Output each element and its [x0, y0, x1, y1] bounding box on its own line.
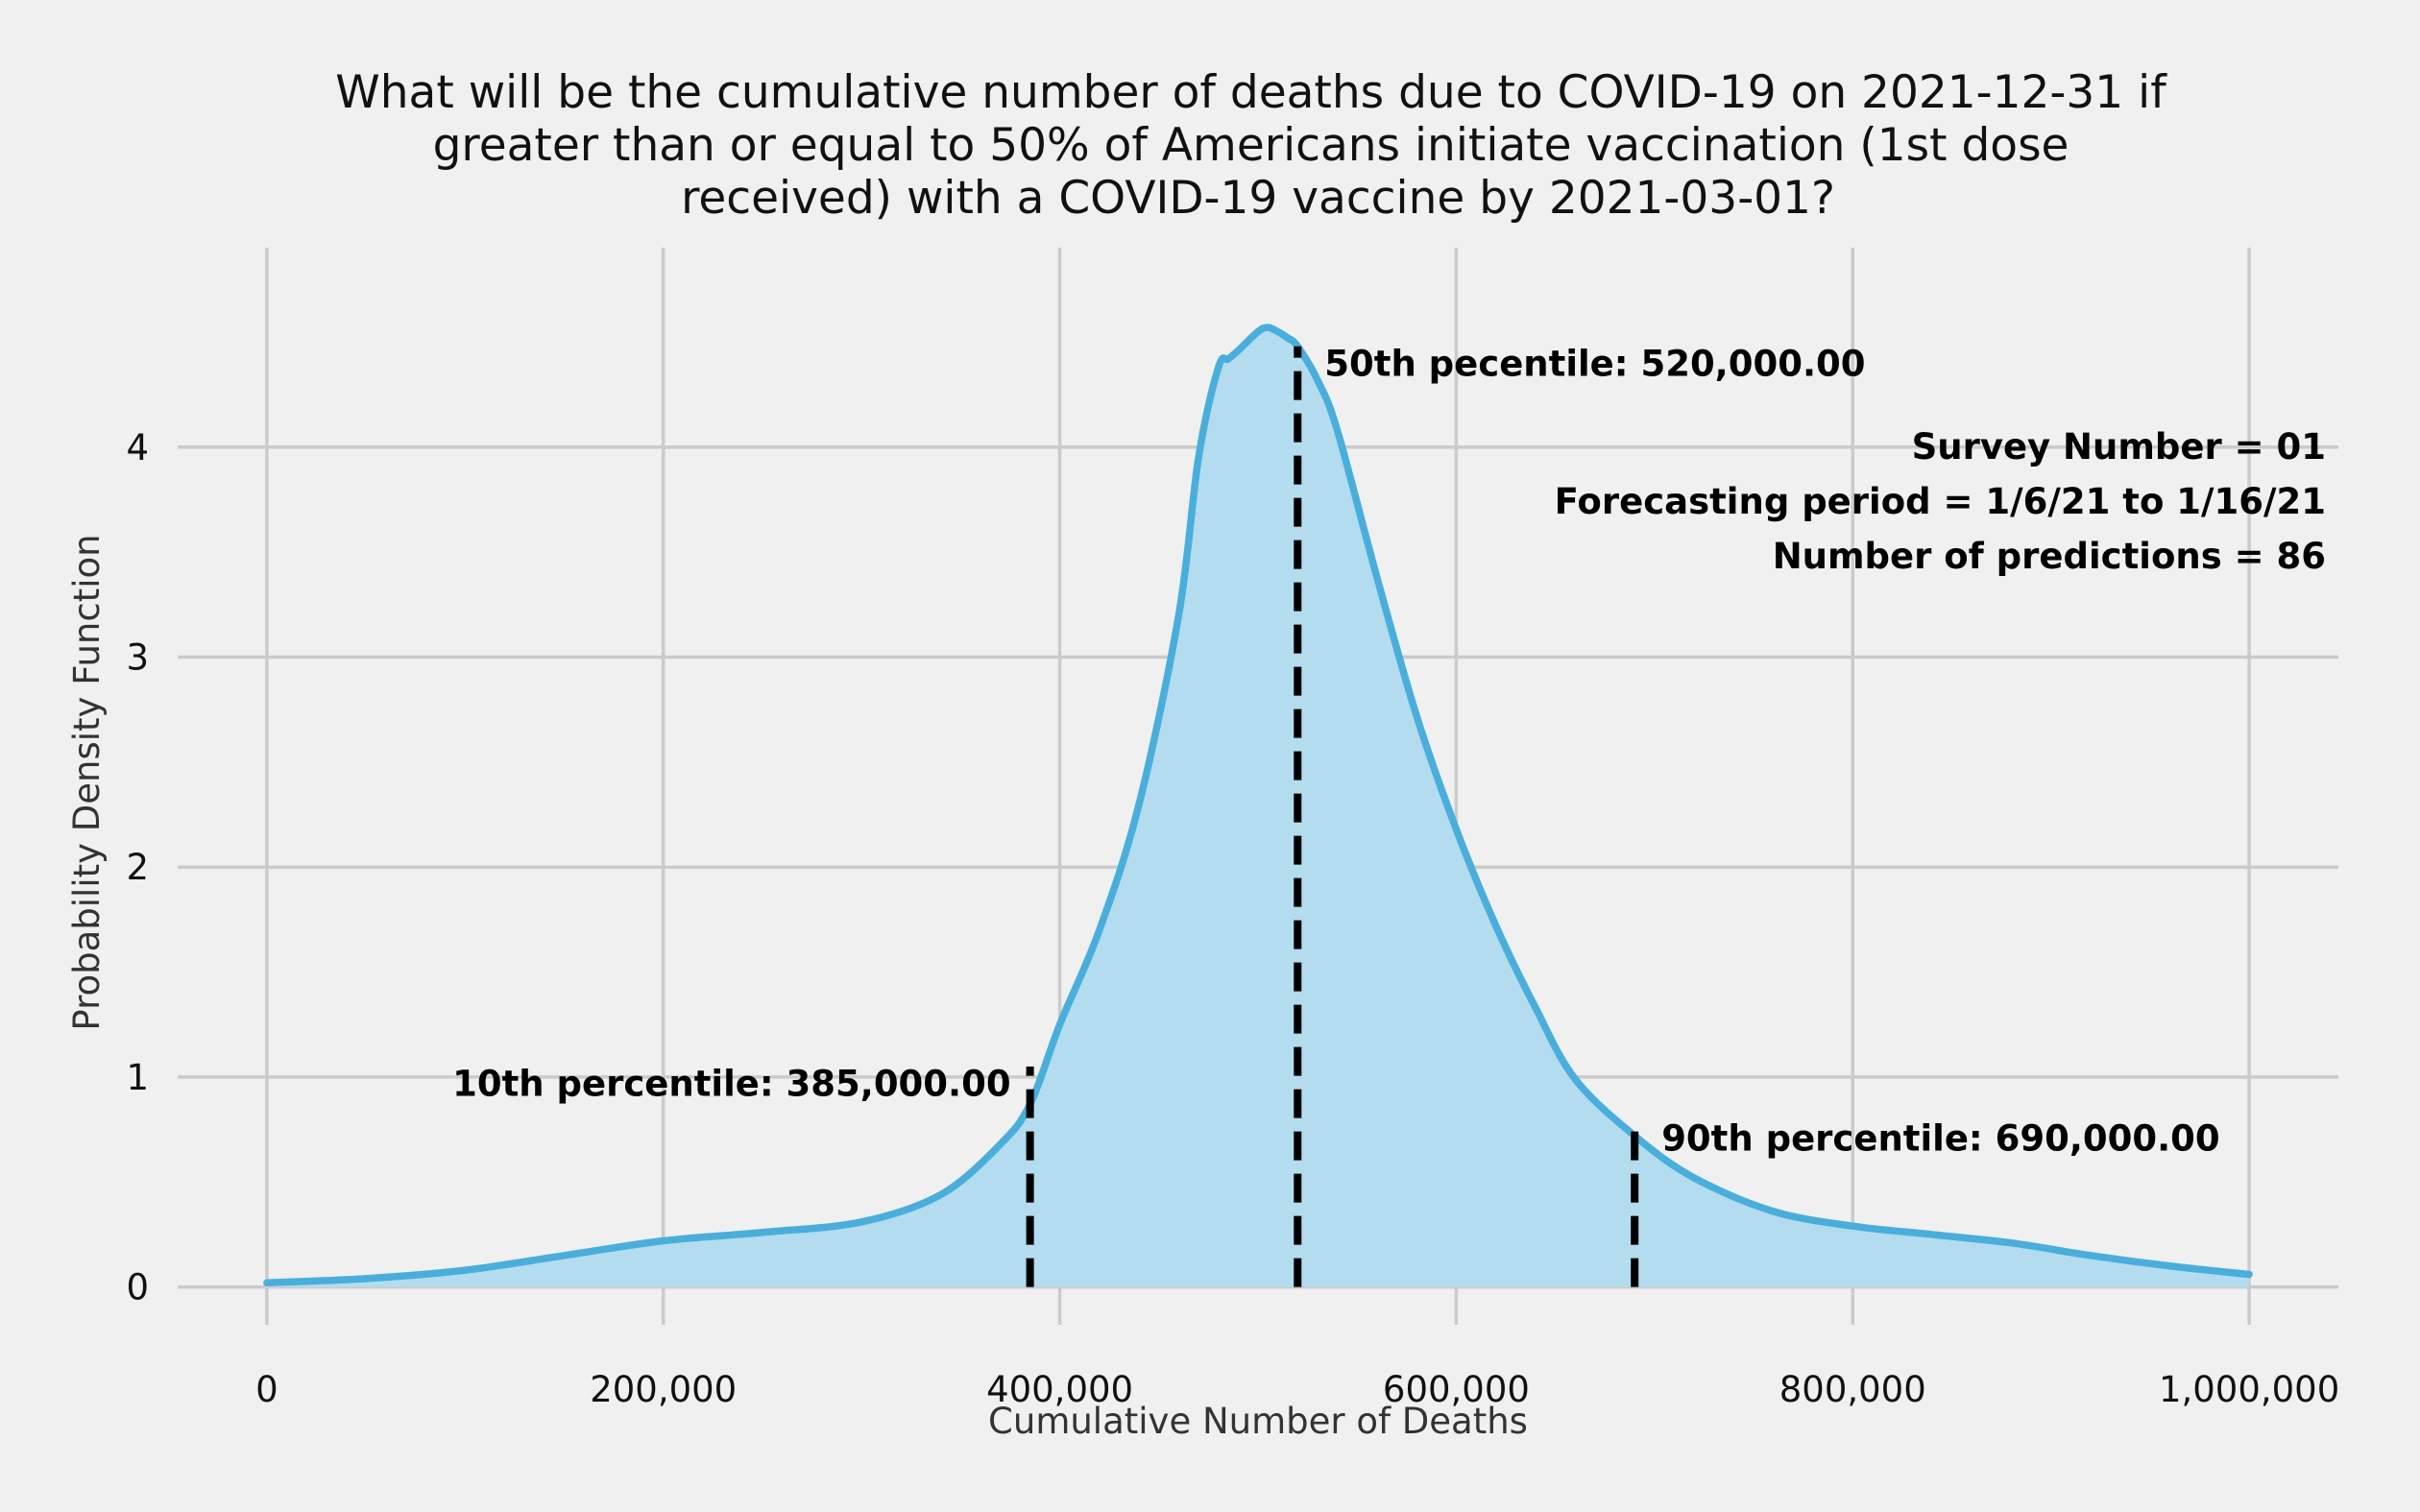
info-number-of-predictions: Number of predictions = 86	[1773, 536, 2326, 577]
percentile-label: 90th percentile: 690,000.00	[1661, 1117, 2219, 1159]
y-tick-label: 2	[126, 847, 149, 888]
info-forecasting-period: Forecasting period = 1/6/21 to 1/16/21	[1555, 481, 2326, 522]
x-tick-label: 600,000	[1383, 1369, 1530, 1410]
chart-title: What will be the cumulative number of de…	[335, 66, 2180, 225]
x-tick-label: 200,000	[590, 1369, 737, 1410]
y-tick-label: 1	[126, 1057, 149, 1098]
chart-title-line-1: What will be the cumulative number of de…	[335, 66, 2167, 119]
x-tick-label: 800,000	[1779, 1369, 1926, 1410]
y-tick-label: 0	[126, 1267, 149, 1308]
annotations-group: 10th percentile: 385,000.00 50th pecentil…	[452, 343, 2220, 1159]
y-tick-label: 4	[126, 427, 149, 468]
tick-labels-group: 0 200,000 400,000 600,000 800,000 1,000,000 0 1…	[126, 427, 2339, 1410]
y-axis-title: Probability Density Function	[66, 534, 108, 1030]
chart-title-line-3: received) with a COVID-19 vaccine by 202…	[681, 172, 1835, 225]
density-area-fill	[266, 327, 2250, 1287]
percentile-lines-group	[1026, 346, 1639, 1287]
density-area-group	[263, 324, 2253, 1287]
percentile-label: 10th percentile: 385,000.00	[452, 1063, 1011, 1104]
x-tick-label: 0	[255, 1369, 278, 1410]
x-axis-title: Cumulative Number of Deaths	[988, 1401, 1528, 1442]
percentile-label: 50th pecentile: 520,000.00	[1324, 343, 1865, 384]
density-curve	[263, 324, 2253, 1287]
x-tick-label: 400,000	[986, 1369, 1133, 1410]
y-tick-label: 3	[126, 636, 149, 678]
chart-title-line-2: greater than or equal to 50% of American…	[433, 119, 2069, 172]
x-tick-label: 1,000,000	[2159, 1369, 2339, 1410]
info-survey-number: Survey Number = 01	[1912, 426, 2326, 468]
